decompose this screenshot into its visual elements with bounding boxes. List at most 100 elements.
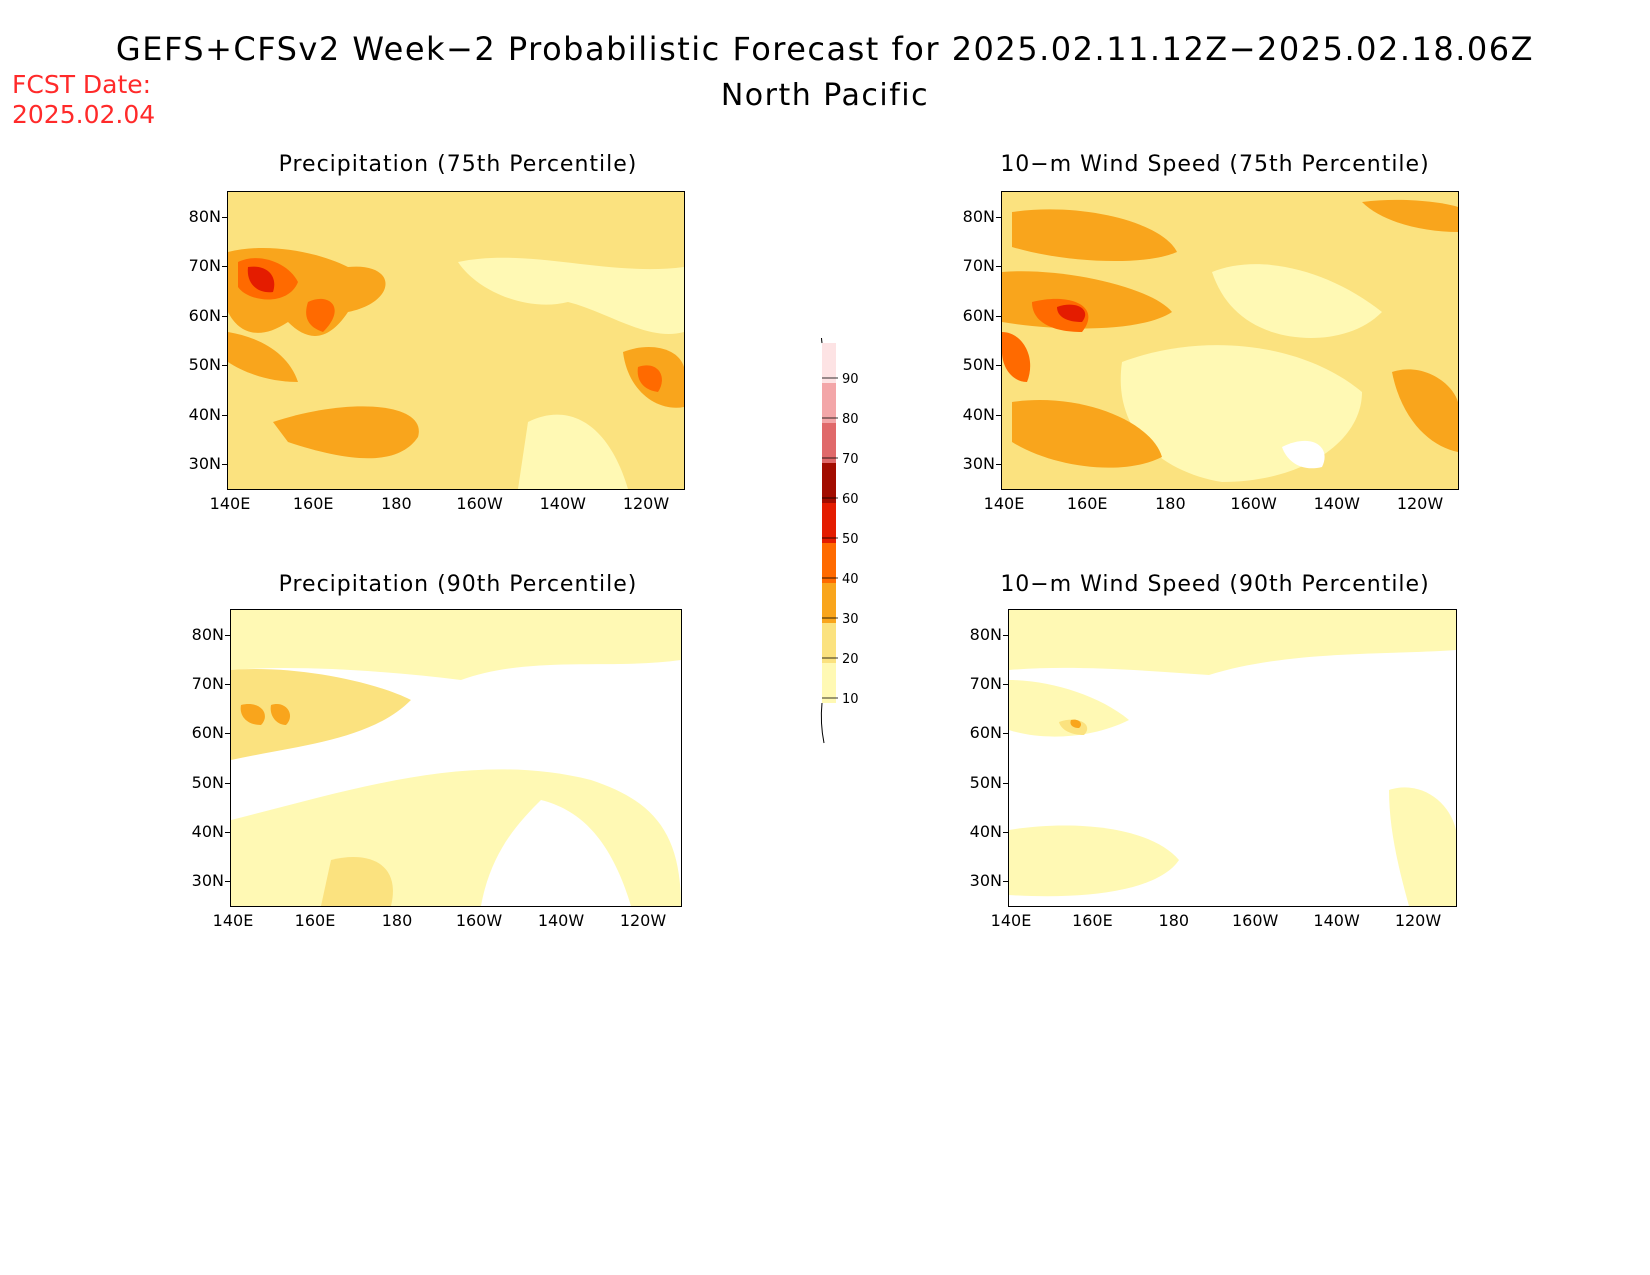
colorbar-swatch (822, 663, 836, 703)
map-wind-90 (1008, 609, 1457, 907)
lat-label-precip-75: 30N (188, 454, 221, 473)
lat-tick-wind-75 (996, 217, 1001, 218)
colorbar-label: 60 (842, 492, 859, 507)
lat-tick-wind-90 (1003, 733, 1008, 735)
lat-label-precip-90: 70N (191, 674, 224, 694)
lon-label-wind-90: 140W (1313, 911, 1360, 930)
lat-label-precip-90: 40N (191, 821, 224, 841)
colorbar-label: 20 (842, 652, 859, 667)
lat-tick-precip-90 (225, 733, 230, 735)
panel-title-precip-90: Precipitation (90th Percentile) (278, 572, 638, 597)
lon-label-precip-90: 160E (294, 911, 336, 930)
panel-title-precip-75: Precipitation (75th Percentile) (278, 152, 638, 177)
lat-label-wind-90: 30N (969, 871, 1002, 890)
colorbar-label: 10 (842, 692, 859, 707)
lon-label-wind-90: 160E (1072, 911, 1113, 930)
lat-label-wind-90: 40N (969, 821, 1002, 841)
lat-tick-precip-90 (225, 831, 230, 833)
lat-label-wind-90: 80N (969, 625, 1002, 644)
lat-tick-precip-75 (222, 464, 227, 465)
lat-tick-wind-75 (996, 315, 1001, 317)
map-wind-75 (1001, 191, 1459, 490)
lat-tick-wind-90 (1003, 635, 1008, 636)
colorbar-swatch (822, 503, 836, 543)
lat-label-precip-90: 80N (191, 625, 224, 644)
lon-label-precip-90: 160W (455, 911, 503, 930)
lon-label-wind-75: 140E (983, 494, 1025, 513)
lat-label-wind-75: 80N (962, 207, 995, 226)
lat-tick-wind-75 (996, 414, 1001, 416)
lat-tick-wind-75 (996, 365, 1001, 367)
lat-label-precip-90: 60N (191, 723, 224, 743)
forecast-date-value: 2025.02.04 (12, 100, 156, 129)
colorbar-swatch (822, 463, 836, 503)
colorbar: 10 20 30 40 50 60 70 80 90 (812, 312, 892, 748)
lon-label-precip-90: 140E (212, 911, 254, 930)
lat-tick-wind-90 (1003, 782, 1008, 784)
lat-tick-precip-90 (225, 881, 230, 882)
panel-title-wind-90: 10−m Wind Speed (90th Percentile) (1000, 572, 1430, 597)
lon-label-precip-90: 140W (537, 911, 585, 930)
lon-label-wind-75: 160W (1230, 494, 1277, 513)
colorbar-swatch (822, 383, 836, 423)
panel-title-wind-75: 10−m Wind Speed (75th Percentile) (1000, 152, 1430, 177)
lon-label-wind-90: 140E (990, 911, 1032, 930)
forecast-date-label: FCST Date: 2025.02.04 (12, 70, 155, 130)
lon-label-wind-75: 180 (1155, 494, 1186, 513)
lat-label-precip-75: 60N (188, 305, 221, 325)
lon-label-precip-75: 160W (456, 494, 503, 513)
lon-label-precip-75: 180 (381, 494, 412, 513)
colorbar-swatch (822, 423, 836, 463)
region-subtitle: North Pacific (720, 78, 930, 113)
lat-label-precip-90: 50N (191, 772, 224, 792)
colorbar-swatch (822, 343, 836, 383)
lon-label-precip-75: 160E (292, 494, 334, 513)
lon-label-precip-90: 120W (619, 911, 667, 930)
lat-tick-precip-75 (222, 217, 227, 218)
lon-label-wind-90: 120W (1394, 911, 1442, 930)
map-precip-90 (230, 609, 682, 907)
forecast-date-caption: FCST Date: (12, 70, 152, 99)
lon-label-precip-90: 180 (381, 911, 413, 930)
map-svg-wind-75 (1002, 192, 1458, 489)
lon-label-wind-75: 140W (1313, 494, 1360, 513)
colorbar-label: 30 (842, 612, 859, 627)
map-svg-precip-75 (228, 192, 684, 489)
lat-label-precip-75: 40N (188, 404, 221, 424)
lat-label-wind-75: 40N (962, 404, 995, 424)
lat-label-wind-90: 70N (969, 674, 1002, 694)
colorbar-label: 40 (842, 572, 859, 587)
lat-tick-precip-75 (222, 365, 227, 367)
lat-label-precip-90: 30N (191, 871, 224, 890)
lat-tick-wind-75 (996, 266, 1001, 268)
lat-label-wind-75: 60N (962, 305, 995, 325)
lon-label-wind-75: 120W (1396, 494, 1444, 513)
map-svg-wind-90 (1009, 610, 1456, 906)
lat-label-precip-75: 70N (188, 256, 221, 276)
colorbar-label: 70 (842, 452, 859, 467)
map-precip-75 (227, 191, 685, 490)
main-title: GEFS+CFSv2 Week−2 Probabilistic Forecast… (115, 30, 1535, 68)
colorbar-bottom-cap (820, 702, 825, 744)
lat-label-wind-75: 70N (962, 256, 995, 276)
lon-label-precip-75: 120W (622, 494, 670, 513)
lat-label-wind-75: 30N (962, 454, 995, 473)
lat-label-precip-75: 80N (188, 207, 221, 226)
lat-label-wind-90: 60N (969, 723, 1002, 743)
lat-tick-precip-75 (222, 315, 227, 317)
lon-label-wind-90: 180 (1158, 911, 1190, 930)
lat-tick-wind-90 (1003, 684, 1008, 686)
lon-label-wind-90: 160W (1232, 911, 1279, 930)
lat-label-wind-75: 50N (962, 355, 995, 375)
lat-tick-precip-75 (222, 266, 227, 268)
colorbar-label: 90 (842, 372, 859, 387)
lat-tick-precip-90 (225, 684, 230, 686)
map-svg-precip-90 (231, 610, 681, 906)
colorbar-svg: 10 20 30 40 50 60 70 80 90 (820, 312, 859, 744)
lat-tick-wind-75 (996, 464, 1001, 465)
colorbar-swatch (822, 623, 836, 663)
colorbar-swatch (822, 583, 836, 623)
lat-tick-wind-90 (1003, 881, 1008, 882)
lat-tick-precip-75 (222, 414, 227, 416)
lon-label-wind-75: 160E (1066, 494, 1108, 513)
